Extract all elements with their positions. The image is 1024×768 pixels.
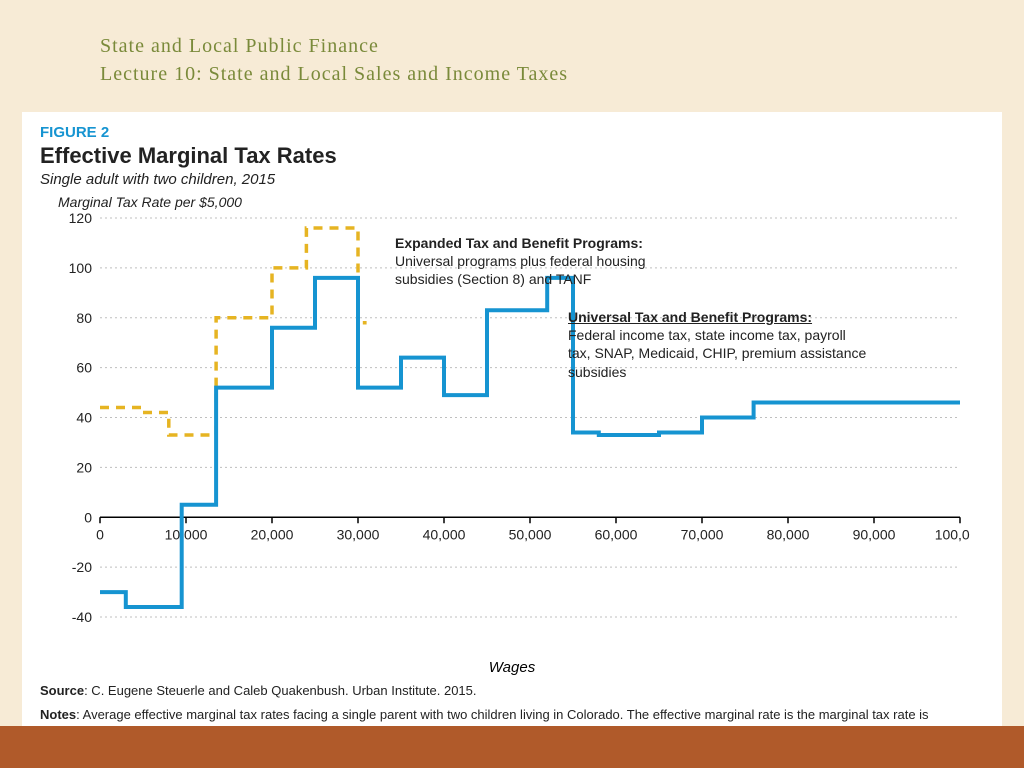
y-axis-label: Marginal Tax Rate per $5,000 — [58, 194, 984, 210]
header-line-2: Lecture 10: State and Local Sales and In… — [100, 60, 1024, 88]
x-axis-title: Wages — [40, 659, 984, 676]
chart-panel: FIGURE 2 Effective Marginal Tax Rates Si… — [22, 112, 1002, 766]
svg-text:0: 0 — [84, 509, 92, 525]
notes-label: Notes — [40, 707, 76, 722]
chart-title: Effective Marginal Tax Rates — [40, 143, 984, 169]
svg-text:70,000: 70,000 — [681, 526, 724, 542]
svg-text:60,000: 60,000 — [595, 526, 638, 542]
svg-text:80,000: 80,000 — [767, 526, 810, 542]
svg-text:-40: -40 — [72, 609, 92, 625]
svg-text:50,000: 50,000 — [509, 526, 552, 542]
annotation-expanded-title: Expanded Tax and Benefit Programs: — [395, 235, 643, 251]
plot-area: -40 -20 0 20 40 60 80 100 120 0 10,000 20,000 30,000… — [50, 212, 970, 657]
svg-text:100,000: 100,000 — [935, 526, 970, 542]
svg-text:60: 60 — [76, 360, 92, 376]
chart-subtitle: Single adult with two children, 2015 — [40, 171, 984, 188]
annotation-expanded: Expanded Tax and Benefit Programs: Unive… — [395, 234, 695, 289]
slide-header: State and Local Public Finance Lecture 1… — [0, 0, 1024, 104]
svg-text:120: 120 — [69, 212, 93, 226]
source-text: : C. Eugene Steuerle and Caleb Quakenbus… — [84, 683, 476, 698]
svg-text:20: 20 — [76, 459, 92, 475]
svg-text:90,000: 90,000 — [853, 526, 896, 542]
svg-text:40: 40 — [76, 410, 92, 426]
svg-text:30,000: 30,000 — [337, 526, 380, 542]
svg-text:-20: -20 — [72, 559, 92, 575]
annotation-universal-title: Universal Tax and Benefit Programs: — [568, 309, 812, 325]
svg-text:80: 80 — [76, 310, 92, 326]
svg-text:40,000: 40,000 — [423, 526, 466, 542]
source-label: Source — [40, 683, 84, 698]
source-line: Source: C. Eugene Steuerle and Caleb Qua… — [40, 682, 984, 700]
figure-label: FIGURE 2 — [40, 124, 984, 141]
svg-text:20,000: 20,000 — [251, 526, 294, 542]
annotation-universal: Universal Tax and Benefit Programs: Fede… — [568, 308, 868, 381]
bottom-band — [0, 726, 1024, 768]
svg-text:10,000: 10,000 — [165, 526, 208, 542]
header-line-1: State and Local Public Finance — [100, 32, 1024, 60]
svg-text:100: 100 — [69, 260, 93, 276]
svg-text:0: 0 — [96, 526, 104, 542]
annotation-universal-body: Federal income tax, state income tax, pa… — [568, 327, 866, 379]
annotation-expanded-body: Universal programs plus federal housing … — [395, 253, 646, 287]
